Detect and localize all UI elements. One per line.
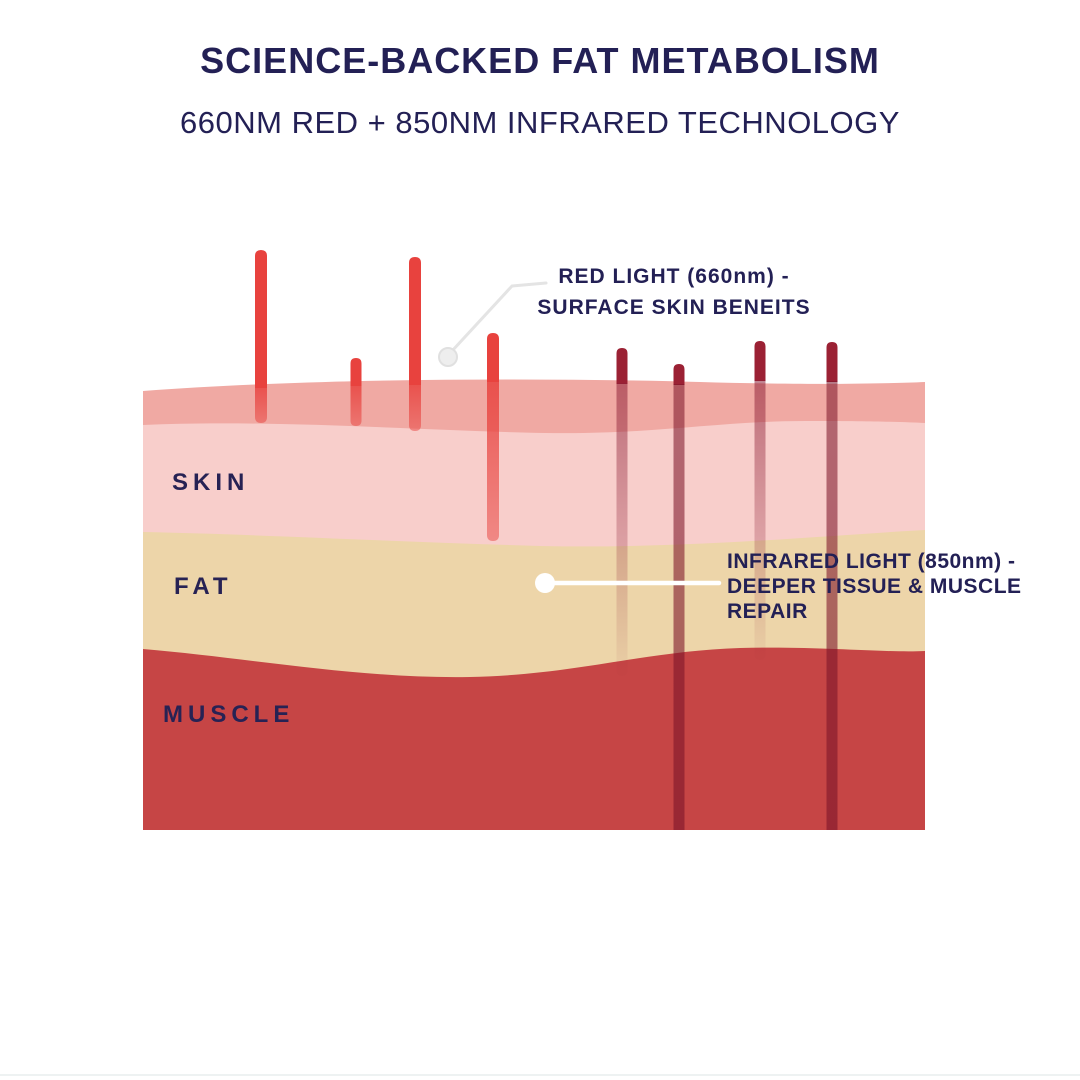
infrared-light-annotation: INFRARED LIGHT (850nm) - DEEPER TISSUE &… — [727, 549, 1037, 624]
infrared-annotation-line3: REPAIR — [727, 600, 808, 623]
infrared-ray-above-surface — [754, 341, 766, 381]
infrared-ray-in-tissue — [754, 380, 766, 660]
infrared-ray-above-surface — [673, 364, 685, 385]
red-ray-above-surface — [350, 358, 362, 386]
red-light-rays — [255, 250, 499, 541]
red-light-annotation-line1: RED LIGHT (660nm) - — [558, 265, 790, 288]
red-ray-above-surface — [487, 333, 499, 382]
infrared-ray-in-tissue — [826, 381, 838, 830]
red-ray-in-tissue — [409, 384, 421, 431]
red-ray-in-tissue — [255, 387, 267, 423]
page-title: SCIENCE-BACKED FAT METABOLISM — [200, 40, 880, 81]
red-light-annotation-line2: SURFACE SKIN BENEITS — [537, 296, 811, 319]
bottom-divider — [0, 1074, 1080, 1076]
infrared-ray-above-surface — [616, 348, 628, 384]
infrared-ray-above-surface — [826, 342, 838, 382]
infrared-leader-dot — [535, 573, 555, 593]
red-ray-in-tissue — [487, 381, 499, 541]
tissue-layers — [143, 379, 925, 830]
skin-layer-label: SKIN — [172, 469, 250, 496]
red-leader-line — [450, 281, 548, 353]
infrared-ray-in-tissue — [616, 383, 628, 676]
red-ray-above-surface — [255, 250, 267, 388]
infrared-ray-in-tissue — [673, 384, 685, 830]
layer-muscle — [143, 647, 925, 830]
red-ray-in-tissue — [350, 385, 362, 426]
infrared-annotation-line2: DEEPER TISSUE & MUSCLE — [727, 575, 1022, 598]
red-light-annotation: RED LIGHT (660nm) - SURFACE SKIN BENEITS — [492, 261, 856, 323]
infrared-annotation-leader — [535, 573, 722, 593]
infrared-light-rays — [616, 341, 838, 830]
red-annotation-leader — [438, 281, 548, 367]
infrared-annotation-line1: INFRARED LIGHT (850nm) - — [727, 550, 1016, 573]
red-ray-above-surface — [409, 257, 421, 385]
page-subtitle: 660NM RED + 850NM INFRARED TECHNOLOGY — [180, 105, 900, 140]
red-leader-dot — [438, 347, 458, 367]
muscle-layer-label: MUSCLE — [163, 701, 295, 728]
fat-layer-label: FAT — [174, 573, 233, 600]
